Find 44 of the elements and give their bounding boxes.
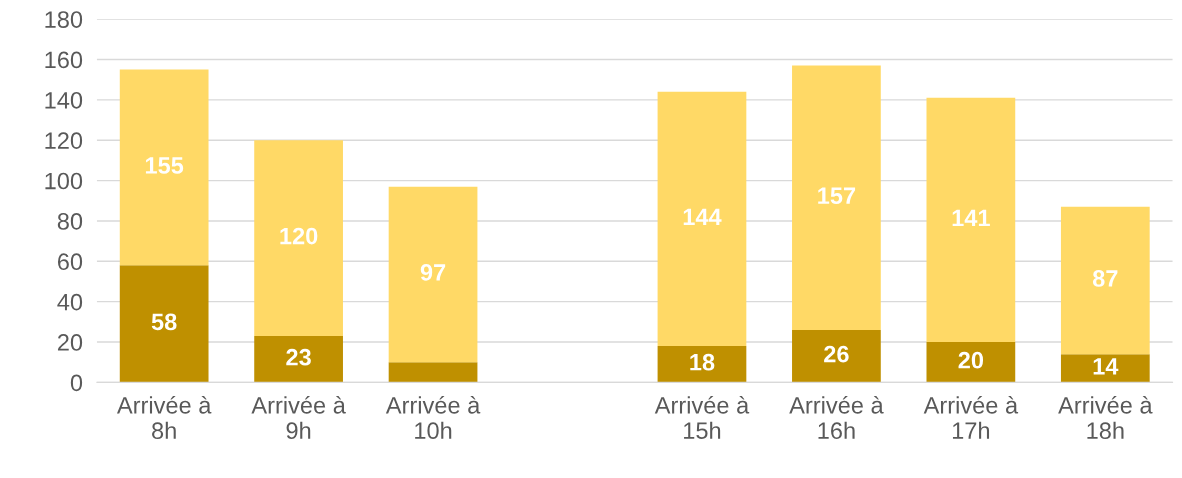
x-tick-label: Arrivée à 10h [385, 396, 481, 440]
x-tick-label: Arrivée à 17h [923, 396, 1019, 439]
y-tick-label: 120 [45, 132, 83, 149]
bar [792, 65, 881, 330]
bar [119, 265, 209, 383]
bar [1060, 354, 1150, 383]
y-tick-label: 80 [57, 213, 83, 230]
x-tick-label: Arrivée à 15h [654, 396, 750, 440]
y-tick-label: 20 [57, 334, 83, 351]
y-tick-label: 60 [57, 253, 83, 271]
bar [926, 97, 1016, 343]
data-label: 20 [958, 351, 984, 369]
bar [254, 140, 343, 336]
total-label: 144 [683, 208, 722, 226]
bar [119, 69, 209, 266]
y-tick-label: 160 [45, 51, 83, 69]
bar [254, 335, 343, 383]
total-label: 87 [1092, 270, 1118, 287]
bar [926, 342, 1016, 383]
data-label: 14 [1093, 358, 1119, 375]
x-tick-label: Arrivée à 9h [251, 396, 346, 440]
bar [1060, 206, 1150, 355]
data-label: 18 [690, 353, 715, 371]
bar [792, 329, 881, 383]
y-tick-label: 100 [45, 172, 83, 190]
y-tick-label: 140 [45, 91, 83, 109]
total-label: 120 [280, 227, 318, 245]
x-tick-label: Arrivée à 16h [789, 396, 884, 440]
data-label: 26 [824, 345, 849, 363]
x-tick-label: Arrivée à 18h [1058, 396, 1153, 440]
total-label: 141 [952, 209, 990, 227]
total-label: 97 [420, 264, 446, 281]
bar [388, 362, 478, 383]
y-tick-label: 40 [57, 293, 83, 311]
data-label: 58 [151, 313, 177, 331]
bar [657, 346, 747, 383]
y-tick-label: 0 [70, 374, 83, 392]
data-label: 23 [286, 348, 311, 366]
bar [657, 91, 747, 347]
x-tick-label: Arrivée à 8h [116, 396, 212, 440]
bar [388, 186, 478, 363]
total-label: 155 [145, 157, 184, 174]
total-label: 157 [818, 187, 856, 205]
y-tick-label: 180 [45, 11, 83, 28]
